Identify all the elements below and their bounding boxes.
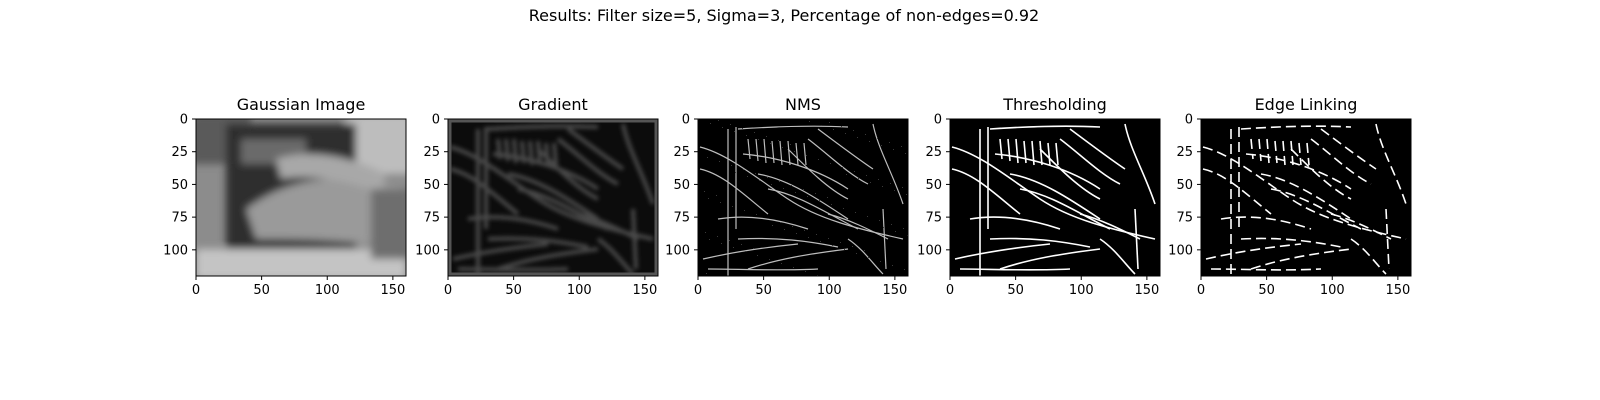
y-tick-label: 75: [673, 211, 690, 226]
y-tick-label: 100: [1168, 243, 1193, 258]
image-content: [698, 119, 908, 276]
panel-image: [950, 119, 1160, 276]
y-tick-label: 25: [423, 145, 440, 160]
y-tick-label: 50: [673, 178, 690, 193]
x-tick-label: 100: [1320, 283, 1345, 298]
panel-2: Gradient 0 50 100 150 0 25 50 75 100: [415, 95, 659, 298]
x-tick-label: 100: [567, 283, 592, 298]
x-tick-label: 0: [1197, 283, 1205, 298]
x-tick-label: 100: [817, 283, 842, 298]
panel-title: Gaussian Image: [237, 95, 366, 114]
image-content: [1201, 119, 1411, 276]
y-tick-label: 50: [423, 178, 440, 193]
x-tick-label: 100: [315, 283, 340, 298]
figure-suptitle: Results: Filter size=5, Sigma=3, Percent…: [529, 6, 1039, 25]
panel-4: Thresholding 0 50 100 150 0 25 50 75 100: [917, 95, 1161, 298]
panel-title: NMS: [785, 95, 821, 114]
panel-5: Edge Linking 0 50 100 150 0 25 50 75 100: [1168, 95, 1412, 298]
y-tick-label: 0: [682, 113, 690, 128]
axes-frame: [949, 118, 1161, 277]
x-tick-label: 0: [192, 283, 200, 298]
x-tick-label: 100: [1069, 283, 1094, 298]
y-tick-label: 75: [1176, 211, 1193, 226]
x-tick-label: 0: [444, 283, 452, 298]
x-tick-label: 50: [1007, 283, 1024, 298]
panel-3: NMS 0 50 100 150 0 25 50 75 100: [665, 95, 909, 298]
image-content: [196, 119, 406, 276]
x-tick-label: 150: [380, 283, 405, 298]
y-tick-label: 100: [917, 243, 942, 258]
y-tick-label: 100: [163, 243, 188, 258]
axes-frame: [447, 118, 659, 277]
y-tick-label: 25: [171, 145, 188, 160]
y-tick-label: 25: [673, 145, 690, 160]
y-tick-label: 0: [432, 113, 440, 128]
image-content: [448, 119, 658, 276]
y-tick-label: 50: [925, 178, 942, 193]
x-tick-label: 0: [694, 283, 702, 298]
x-tick-label: 0: [946, 283, 954, 298]
x-tick-label: 150: [1385, 283, 1410, 298]
x-tick-label: 50: [755, 283, 772, 298]
axes-frame: [1200, 118, 1412, 277]
panel-image: [1201, 119, 1411, 276]
axes-frame: [697, 118, 909, 277]
axes-frame: [195, 118, 407, 277]
x-tick-label: 50: [1258, 283, 1275, 298]
y-tick-label: 0: [934, 113, 942, 128]
y-tick-label: 50: [1176, 178, 1193, 193]
panel-title: Edge Linking: [1255, 95, 1358, 114]
y-tick-label: 75: [925, 211, 942, 226]
y-tick-label: 75: [171, 211, 188, 226]
y-tick-label: 75: [423, 211, 440, 226]
y-tick-label: 25: [1176, 145, 1193, 160]
x-tick-label: 150: [1134, 283, 1159, 298]
y-tick-label: 50: [171, 178, 188, 193]
image-content: [950, 119, 1160, 276]
x-tick-label: 50: [505, 283, 522, 298]
panel-title: Gradient: [518, 95, 588, 114]
y-tick-label: 100: [415, 243, 440, 258]
x-tick-label: 150: [632, 283, 657, 298]
y-tick-label: 0: [180, 113, 188, 128]
panel-image: [196, 119, 406, 276]
panel-image: [698, 119, 908, 276]
y-tick-label: 0: [1185, 113, 1193, 128]
y-tick-label: 100: [665, 243, 690, 258]
y-tick-label: 25: [925, 145, 942, 160]
x-tick-label: 150: [882, 283, 907, 298]
x-tick-label: 50: [253, 283, 270, 298]
panel-title: Thresholding: [1002, 95, 1107, 114]
panel-1: Gaussian Image 0 50 100 150 0 25 50 75 100: [163, 95, 407, 298]
panel-image: [448, 119, 658, 276]
